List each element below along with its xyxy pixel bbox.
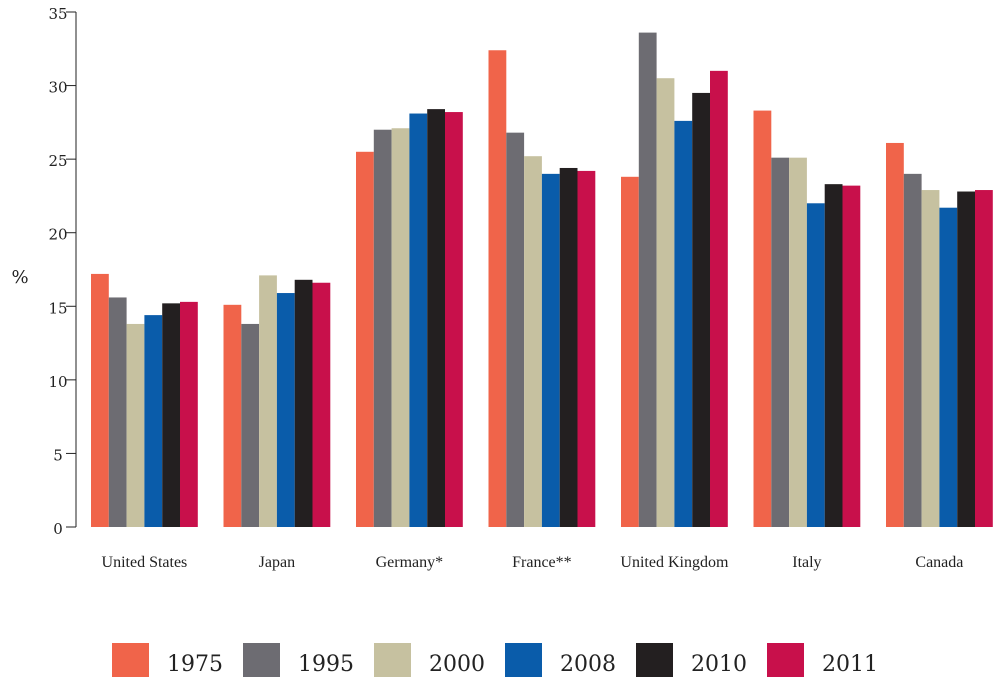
bar-2000-1 [259,275,277,527]
y-tick-label: 10 [48,373,67,391]
bar-2010-5 [825,184,843,527]
legend-label-2000: 2000 [429,652,485,677]
bar-1975-0 [91,274,109,527]
bar-1995-2 [374,130,392,527]
x-category-label: Canada [915,554,963,571]
x-category-label: Italy [792,554,821,571]
legend-label-1975: 1975 [167,652,223,677]
y-tick-label: 20 [48,226,67,244]
legend-swatch-1975 [112,643,149,677]
y-axis-label: % [11,267,28,288]
legend-label-2008: 2008 [560,652,616,677]
bar-1995-5 [771,158,789,527]
bar-1975-2 [356,152,374,527]
x-category-label: France** [512,554,572,571]
bar-1975-1 [224,305,242,527]
bar-1995-0 [109,297,127,527]
bar-1995-6 [904,174,922,527]
bar-2011-3 [578,171,596,527]
bar-1975-6 [886,143,904,527]
bar-1995-1 [241,324,259,527]
legend-swatch-1995 [243,643,280,677]
legend-label-1995: 1995 [298,652,354,677]
bar-2011-5 [843,186,861,527]
bar-1975-3 [489,50,507,527]
legend-swatch-2008 [505,643,542,677]
bar-1975-5 [754,111,772,527]
bar-2010-6 [957,192,975,527]
bar-1995-3 [506,133,524,527]
y-tick-label: 0 [53,520,63,538]
bar-2008-5 [807,203,825,527]
bar-2000-2 [392,128,410,527]
bar-2008-3 [542,174,560,527]
bars-group [91,33,993,527]
bar-2008-0 [144,315,162,527]
bar-2000-5 [789,158,807,527]
bar-2008-2 [409,114,427,527]
x-axis-labels: United States Japan Germany* France** United… [102,554,964,571]
bar-2000-0 [127,324,145,527]
y-tick-label: 25 [48,152,67,170]
bar-2011-1 [313,283,331,527]
bar-2011-2 [445,112,463,527]
x-category-label: Japan [259,554,295,571]
x-category-label: United Kingdom [620,554,729,571]
y-axis: 0 5 10 15 20 25 30 35 [48,5,76,538]
legend-label-2011: 2011 [822,652,878,677]
bar-2008-4 [674,121,692,527]
bar-2011-0 [180,302,198,527]
bar-2000-4 [657,78,675,527]
bar-2010-3 [560,168,578,527]
y-tick-label: 15 [48,299,67,317]
x-category-label: Germany* [376,554,444,571]
y-tick-label: 35 [48,5,67,23]
bar-2010-2 [427,109,445,527]
bar-2010-1 [295,280,313,527]
bar-1975-4 [621,177,639,527]
bar-2000-3 [524,156,542,527]
bar-2010-4 [692,93,710,527]
bar-2010-0 [162,303,180,527]
bar-2008-1 [277,293,295,527]
bar-2000-6 [922,190,940,527]
bar-1995-4 [639,33,657,527]
legend-swatch-2000 [374,643,411,677]
bar-2008-6 [939,208,957,527]
bar-2011-4 [710,71,728,527]
bar-2011-6 [975,190,993,527]
y-tick-label: 30 [48,79,67,97]
legend-label-2010: 2010 [691,652,747,677]
legend-swatch-2010 [636,643,673,677]
legend-swatch-2011 [767,643,804,677]
legend: 1975 1995 2000 2008 2010 2011 [112,643,878,677]
x-category-label: United States [102,554,188,571]
y-tick-label: 5 [53,446,63,464]
